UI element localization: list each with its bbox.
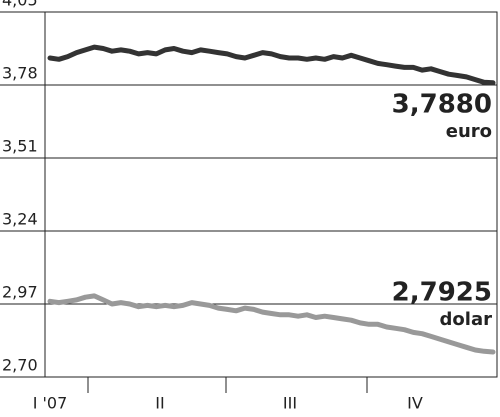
y-tick-label: 3,24	[2, 210, 38, 229]
x-tick-label: I '07	[33, 394, 68, 413]
end-value-label: 3,7880	[392, 90, 492, 120]
y-tick-label: 2,97	[2, 283, 38, 302]
series-line	[47, 293, 496, 355]
y-tick-label: 2,70	[2, 356, 38, 375]
series-line	[47, 44, 496, 86]
end-value-label: 2,7925	[392, 278, 492, 308]
y-tick-label: 4,05	[2, 0, 38, 10]
x-tick-label: IV	[407, 394, 423, 413]
x-tick-label: II	[155, 394, 164, 413]
legend-label: dolar	[440, 309, 493, 330]
y-tick-label: 3,51	[2, 137, 38, 156]
y-tick-label: 3,78	[2, 64, 38, 83]
x-tick-label: III	[283, 394, 297, 413]
legend-label: euro	[446, 121, 492, 142]
